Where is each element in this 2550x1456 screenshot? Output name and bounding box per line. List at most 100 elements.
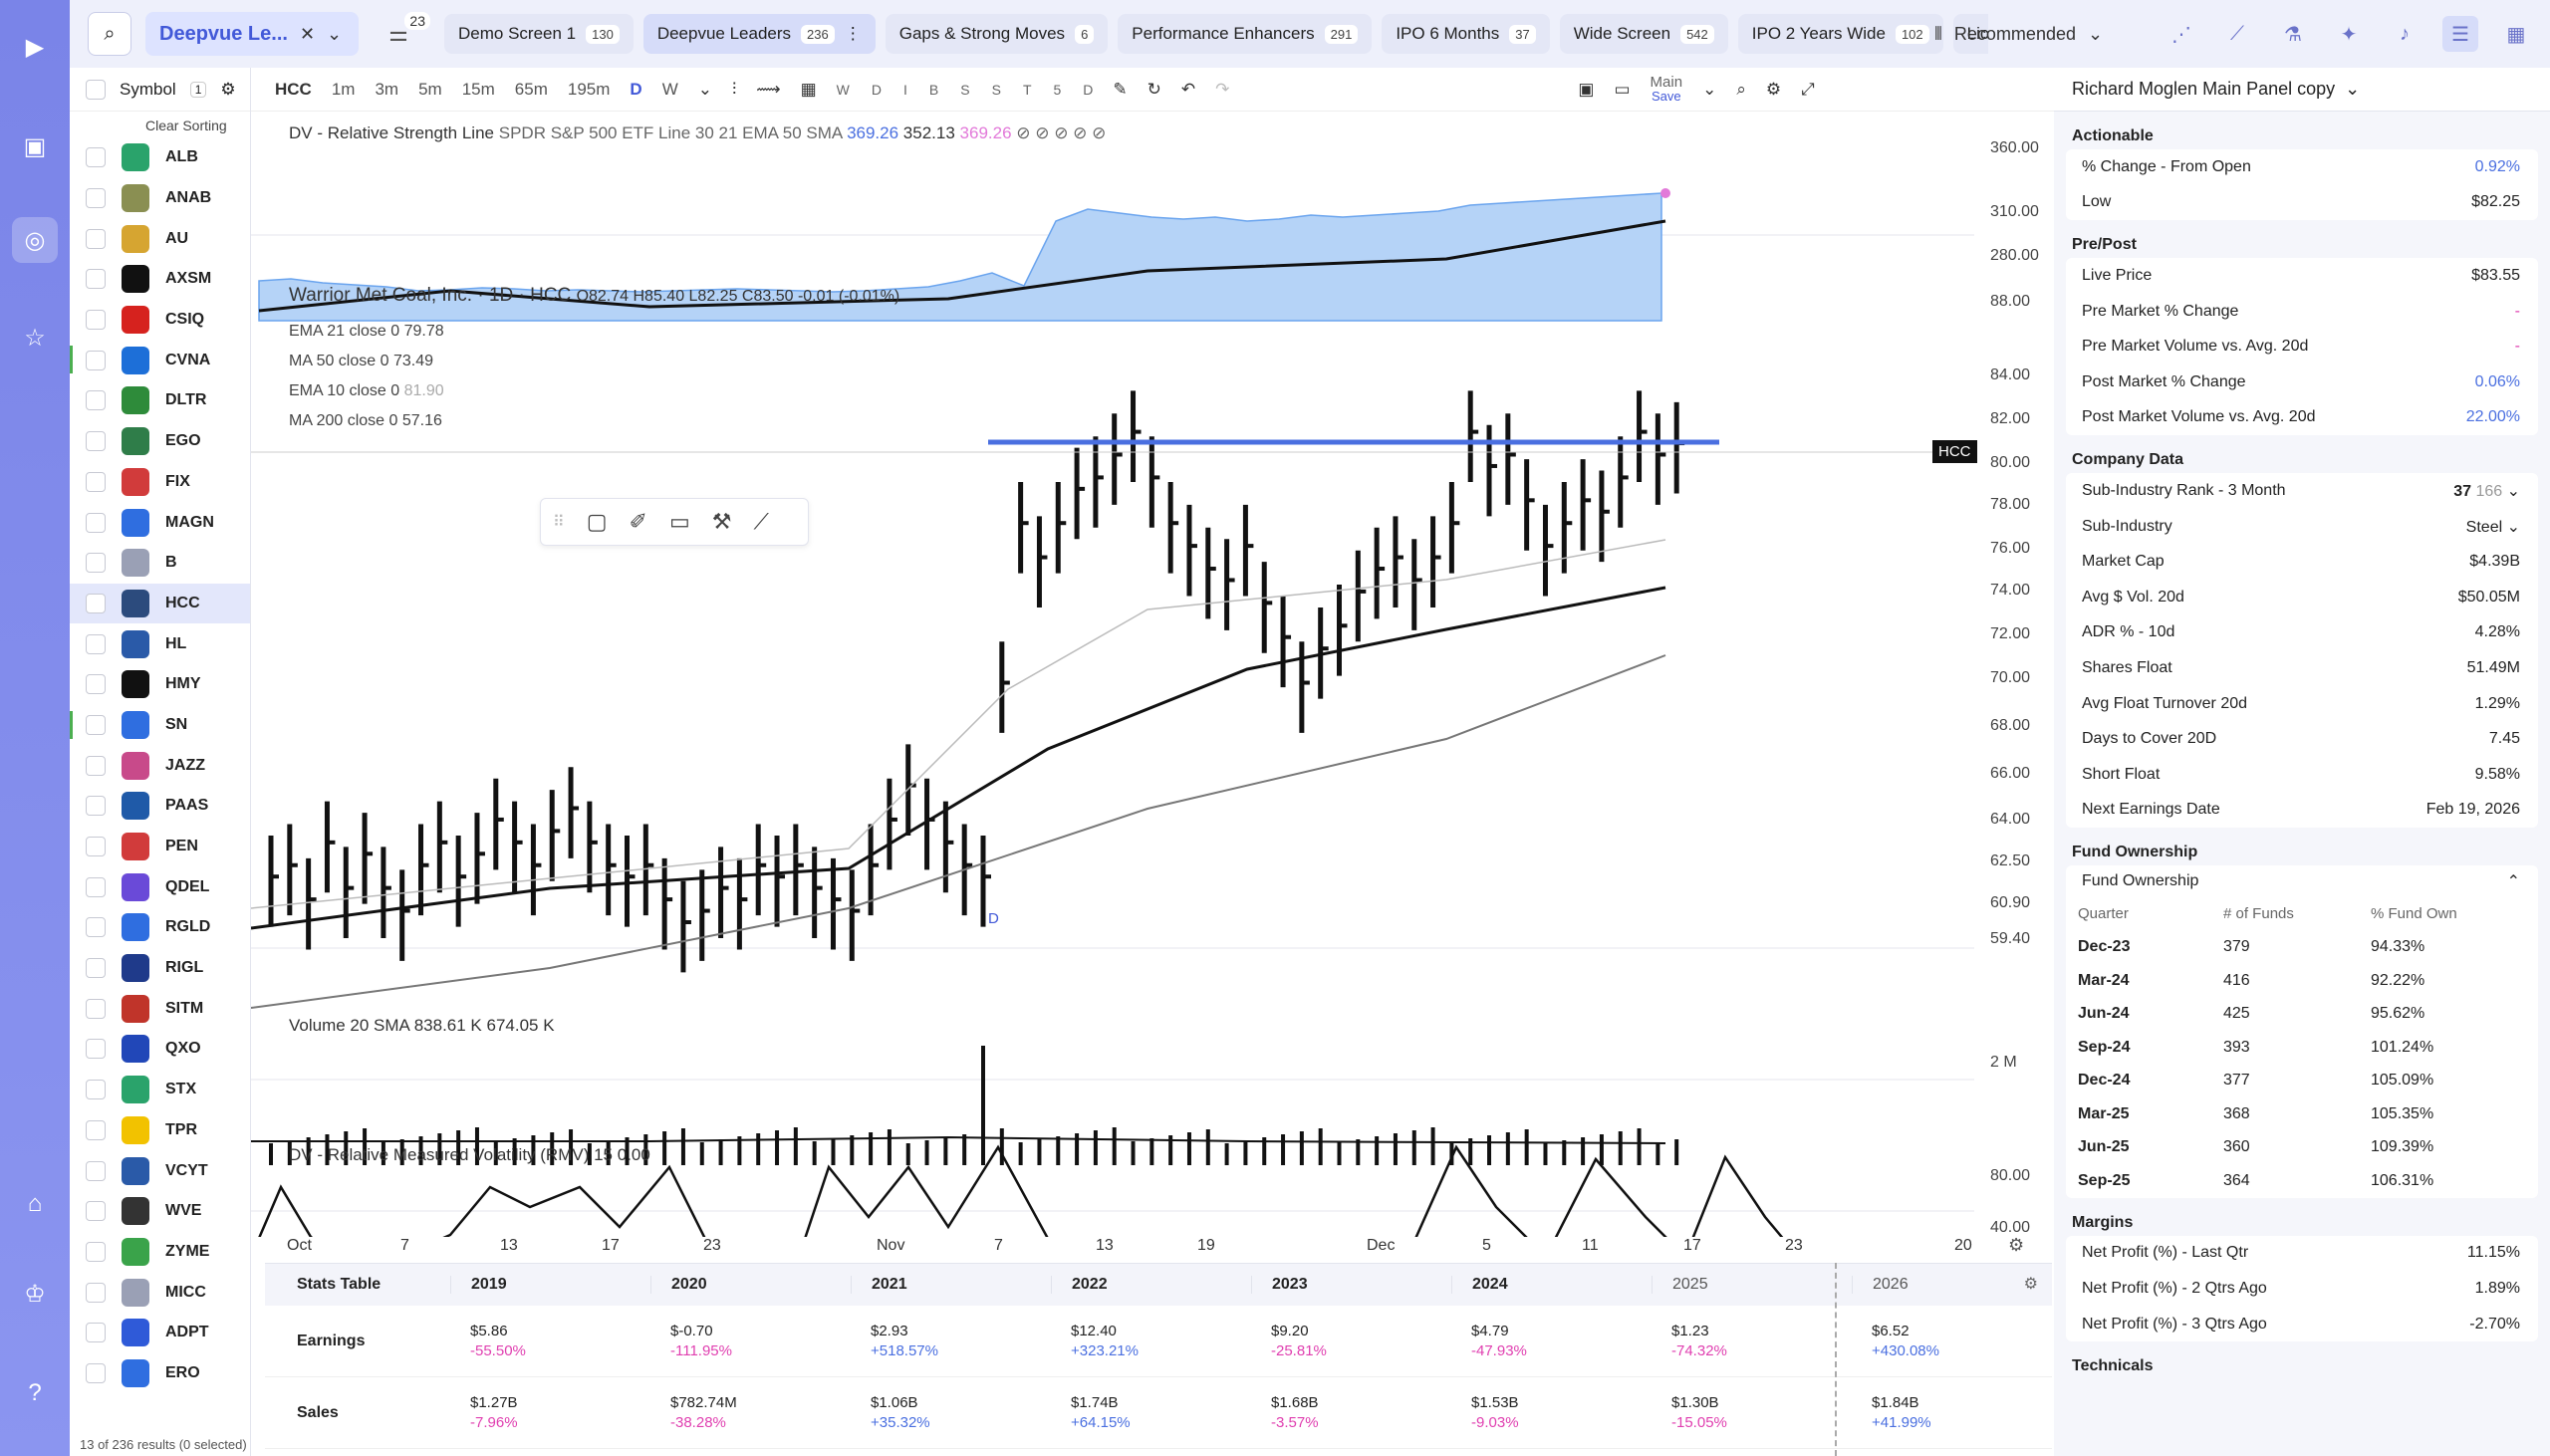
list-item[interactable]: HCC	[70, 583, 250, 624]
list-item[interactable]: HL	[70, 623, 250, 664]
chart-icon[interactable]: ⟋	[2230, 22, 2244, 45]
list-item[interactable]: ANAB	[70, 178, 250, 219]
list-item[interactable]: SN	[70, 705, 250, 746]
rectangle-tool-icon[interactable]: ▢	[586, 509, 608, 534]
row-checkbox[interactable]	[86, 1119, 106, 1140]
settings-icon[interactable]: ⚙	[1765, 79, 1782, 99]
row-checkbox[interactable]	[86, 471, 106, 492]
list-view-icon[interactable]: ☰	[2442, 16, 2478, 52]
close-icon[interactable]: ✕	[299, 23, 316, 44]
indicator-shortcut[interactable]: S	[991, 81, 1001, 98]
row-checkbox[interactable]	[86, 593, 106, 613]
row-checkbox[interactable]	[86, 1241, 106, 1262]
layout-save[interactable]: Save	[1651, 88, 1681, 104]
row-checkbox[interactable]	[86, 269, 106, 290]
indicator-shortcut[interactable]: D	[1083, 81, 1094, 98]
screen-select[interactable]: Deepvue Le... ✕ ⌄	[145, 12, 359, 56]
folder-icon[interactable]: ▭	[1614, 79, 1631, 99]
select-all-checkbox[interactable]	[86, 79, 106, 100]
draw-icon[interactable]: ✎	[1113, 79, 1128, 99]
row-checkbox[interactable]	[86, 1080, 106, 1100]
redo-icon[interactable]: ↷	[1215, 79, 1230, 99]
list-item[interactable]: RIGL	[70, 948, 250, 989]
list-item[interactable]: MAGN	[70, 502, 250, 543]
list-item[interactable]: SITM	[70, 988, 250, 1029]
flask-icon[interactable]: ⚗	[2284, 23, 2302, 46]
filter-button[interactable]: ⚌ 23	[377, 12, 430, 56]
list-item[interactable]: QXO	[70, 1029, 250, 1070]
tab-gaps-strong-moves[interactable]: Gaps & Strong Moves 6	[885, 14, 1109, 54]
kv-value[interactable]: 37 166 ⌄	[2453, 481, 2520, 501]
undo-icon[interactable]: ↶	[1180, 79, 1196, 99]
row-checkbox[interactable]	[86, 633, 106, 654]
row-checkbox[interactable]	[86, 228, 106, 249]
list-item[interactable]: ZYME	[70, 1232, 250, 1273]
list-item[interactable]: AXSM	[70, 259, 250, 300]
indicator-shortcut[interactable]: W	[836, 81, 850, 98]
ai-sparkle-icon[interactable]: ✦	[2340, 23, 2358, 46]
list-item[interactable]: ALB	[70, 137, 250, 178]
templates-icon[interactable]: ▦	[800, 79, 817, 99]
row-checkbox[interactable]	[86, 553, 106, 574]
help-icon[interactable]: ?	[28, 1379, 42, 1406]
row-checkbox[interactable]	[86, 147, 106, 168]
row-checkbox[interactable]	[86, 1039, 106, 1060]
list-item[interactable]: HMY	[70, 664, 250, 705]
indicator-shortcut[interactable]: D	[871, 81, 883, 98]
row-checkbox[interactable]	[86, 876, 106, 897]
search-button[interactable]: ⌕	[88, 12, 131, 56]
education-icon[interactable]: ⌂	[27, 1190, 43, 1217]
account-icon[interactable]: ♔	[24, 1280, 46, 1308]
row-checkbox[interactable]	[86, 1323, 106, 1343]
timeframe-1m[interactable]: 1m	[331, 79, 356, 99]
row-checkbox[interactable]	[86, 714, 106, 735]
row-checkbox[interactable]	[86, 837, 106, 857]
indicator-shortcut[interactable]: T	[1022, 81, 1032, 98]
row-checkbox[interactable]	[86, 674, 106, 695]
list-item[interactable]: STX	[70, 1070, 250, 1110]
layout-select[interactable]: Main Save	[1651, 75, 1683, 104]
row-checkbox[interactable]	[86, 310, 106, 331]
fund-subheader[interactable]: Fund Ownership ⌃	[2066, 865, 2538, 897]
row-checkbox[interactable]	[86, 1201, 106, 1222]
row-checkbox[interactable]	[86, 1362, 106, 1383]
list-item[interactable]: TPR	[70, 1110, 250, 1151]
indicator-shortcut[interactable]: I	[903, 81, 907, 98]
row-checkbox[interactable]	[86, 188, 106, 209]
tab-demo-screen-1[interactable]: Demo Screen 1 130	[444, 14, 634, 54]
fullscreen-icon[interactable]: ⤢	[1801, 79, 1815, 99]
logo-icon[interactable]: ▶	[25, 33, 45, 61]
tab-lic[interactable]: Lic	[1952, 14, 1988, 54]
list-item[interactable]: JAZZ	[70, 745, 250, 786]
dividend-marker[interactable]: D	[988, 910, 999, 927]
indicators-icon[interactable]: ⟿	[756, 79, 781, 99]
chevron-down-icon[interactable]: ⌄	[697, 79, 712, 99]
symbol-column-header[interactable]: Symbol	[120, 79, 176, 99]
row-checkbox[interactable]	[86, 998, 106, 1019]
list-item[interactable]: RGLD	[70, 907, 250, 948]
row-checkbox[interactable]	[86, 1160, 106, 1181]
tab-ipo-6-months[interactable]: IPO 6 Months 37	[1382, 14, 1550, 54]
chevron-down-icon[interactable]: ⌄	[1702, 79, 1717, 99]
timeframe-65m[interactable]: 65m	[514, 79, 548, 99]
list-item[interactable]: AU	[70, 218, 250, 259]
brush-tool-icon[interactable]: ✐	[629, 509, 647, 534]
list-item[interactable]: CSIQ	[70, 300, 250, 341]
list-item[interactable]: PAAS	[70, 786, 250, 827]
indicator-shortcut[interactable]: 5	[1053, 81, 1062, 98]
timeframe-W[interactable]: W	[661, 79, 678, 99]
timeframe-5m[interactable]: 5m	[418, 79, 442, 99]
chevron-down-icon[interactable]: ⌄	[327, 23, 343, 44]
tab-ipo-2-years-wide[interactable]: IPO 2 Years Wide 102	[1737, 14, 1943, 54]
timeframe-D[interactable]: D	[630, 79, 642, 99]
scanner-icon[interactable]: ◎	[12, 217, 58, 263]
bar-type-icon[interactable]: ⫶	[731, 79, 737, 99]
row-checkbox[interactable]	[86, 431, 106, 452]
clear-sorting-link[interactable]: Clear Sorting	[145, 118, 227, 133]
share-icon[interactable]: ⋰	[2171, 23, 2191, 46]
list-item[interactable]: DLTR	[70, 380, 250, 421]
measure-tool-icon[interactable]: ⚒	[711, 509, 732, 534]
timeframe-3m[interactable]: 3m	[375, 79, 399, 99]
gear-icon[interactable]: ⚙	[220, 79, 236, 99]
row-checkbox[interactable]	[86, 350, 106, 370]
